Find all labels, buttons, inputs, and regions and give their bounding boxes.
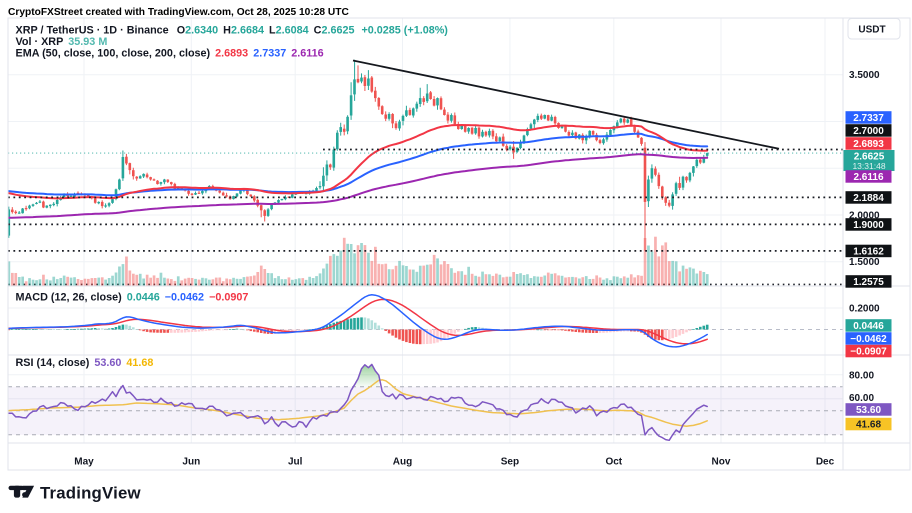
svg-text:1.2575: 1.2575: [853, 277, 884, 288]
svg-text:Aug: Aug: [393, 457, 412, 468]
svg-text:80.00: 80.00: [849, 370, 874, 381]
svg-text:2.6893: 2.6893: [853, 139, 884, 150]
svg-text:−0.0462: −0.0462: [850, 334, 887, 345]
svg-text:2.6625: 2.6625: [854, 152, 885, 163]
svg-text:MACD (12, 26, close)0.0446−0.0: MACD (12, 26, close) 0.0446 −0.0462 −0.0907: [16, 292, 249, 304]
svg-text:Dec: Dec: [816, 457, 835, 468]
svg-text:60.00: 60.00: [849, 393, 874, 404]
svg-text:2.1884: 2.1884: [853, 193, 884, 204]
svg-text:1.6162: 1.6162: [853, 246, 884, 257]
svg-text:Oct: Oct: [605, 457, 622, 468]
svg-text:USDT: USDT: [858, 25, 885, 36]
svg-text:Jul: Jul: [288, 457, 303, 468]
svg-text:3.5000: 3.5000: [849, 70, 880, 81]
svg-text:2.7337: 2.7337: [853, 113, 884, 124]
svg-text:Nov: Nov: [712, 457, 731, 468]
svg-text:May: May: [74, 457, 94, 468]
svg-text:1.5000: 1.5000: [849, 257, 880, 268]
svg-text:2.0000: 2.0000: [849, 211, 880, 222]
svg-text:2.6116: 2.6116: [853, 172, 883, 183]
svg-text:0.2000: 0.2000: [849, 304, 880, 315]
svg-text:1.9000: 1.9000: [853, 220, 884, 231]
svg-text:EMA (50, close, 100, close, 20: EMA (50, close, 100, close, 200, close) 2…: [16, 48, 324, 60]
svg-text:TradingView: TradingView: [40, 484, 141, 503]
svg-text:53.60: 53.60: [856, 405, 881, 416]
svg-text:−0.0907: −0.0907: [850, 347, 887, 358]
svg-text:2.7000: 2.7000: [853, 126, 884, 137]
svg-text:0.0446: 0.0446: [853, 321, 884, 332]
svg-text:Sep: Sep: [501, 457, 519, 468]
svg-text:41.68: 41.68: [856, 420, 881, 431]
svg-text:CryptoFXStreet created with Tr: CryptoFXStreet created with TradingView.…: [8, 7, 349, 18]
svg-text:13:31:48: 13:31:48: [852, 161, 885, 171]
svg-text:Jun: Jun: [182, 457, 200, 468]
